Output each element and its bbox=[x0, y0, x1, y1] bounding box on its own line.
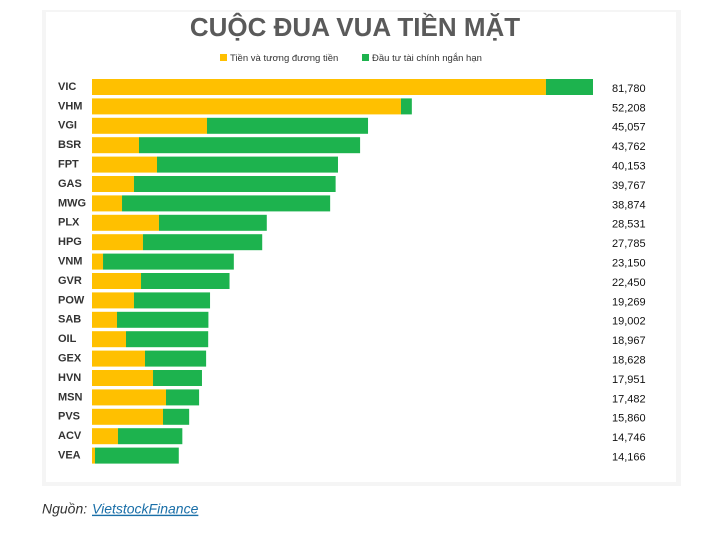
bar-segment bbox=[141, 273, 230, 289]
bar-segment bbox=[117, 428, 183, 445]
source-link[interactable]: VietstockFinance bbox=[92, 501, 199, 517]
bar-segment bbox=[92, 350, 145, 367]
total-label: 15,860 bbox=[612, 413, 646, 425]
category-label: PLX bbox=[58, 217, 80, 229]
bar-segment bbox=[92, 98, 401, 115]
category-label: MSN bbox=[58, 391, 83, 403]
category-label: HVN bbox=[58, 372, 81, 384]
category-label: GAS bbox=[58, 178, 82, 190]
bar-segment bbox=[92, 253, 104, 270]
category-label: POW bbox=[58, 294, 85, 306]
bar-segment bbox=[206, 117, 369, 134]
bar-segment bbox=[92, 292, 134, 309]
bar-segment bbox=[144, 350, 207, 367]
category-label: SAB bbox=[58, 314, 81, 326]
bar-segment bbox=[153, 370, 202, 386]
legend-swatch bbox=[220, 54, 227, 61]
category-label: ACV bbox=[58, 430, 82, 442]
bar-segment bbox=[158, 214, 267, 231]
total-label: 23,150 bbox=[612, 258, 646, 270]
legend-label: Đầu tư tài chính ngắn hạn bbox=[372, 53, 482, 64]
bar-segment bbox=[92, 389, 167, 406]
bar-segment bbox=[133, 176, 336, 192]
total-label: 22,450 bbox=[612, 277, 646, 289]
category-label: GEX bbox=[58, 353, 82, 365]
total-label: 39,767 bbox=[612, 180, 646, 192]
source-prefix: Nguồn: bbox=[42, 501, 87, 517]
total-label: 18,967 bbox=[612, 335, 646, 347]
bar-segment bbox=[156, 156, 338, 173]
total-label: 18,628 bbox=[612, 355, 646, 367]
bar-segment bbox=[92, 273, 142, 289]
category-label: VHM bbox=[58, 100, 82, 112]
category-label: HPG bbox=[58, 236, 82, 248]
bar-segment bbox=[545, 79, 593, 95]
category-label: VIC bbox=[58, 81, 76, 93]
bar-segment bbox=[95, 447, 179, 464]
total-label: 43,762 bbox=[612, 141, 646, 153]
category-label: OIL bbox=[58, 333, 77, 345]
bar-segment bbox=[92, 195, 123, 212]
category-label: MWG bbox=[58, 197, 86, 209]
bar-segment bbox=[126, 331, 209, 348]
bar-segment bbox=[92, 370, 154, 386]
category-label: VEA bbox=[58, 450, 81, 462]
total-label: 38,874 bbox=[612, 199, 646, 211]
bar-segment bbox=[92, 408, 164, 425]
total-label: 27,785 bbox=[612, 238, 646, 250]
bar-segment bbox=[122, 195, 331, 212]
total-label: 17,951 bbox=[612, 374, 646, 386]
category-label: PVS bbox=[58, 411, 80, 423]
total-label: 40,153 bbox=[612, 161, 646, 173]
total-label: 45,057 bbox=[612, 122, 646, 134]
total-label: 52,208 bbox=[612, 102, 646, 114]
category-label: VNM bbox=[58, 256, 82, 268]
bar-segment bbox=[138, 137, 361, 154]
bar-segment bbox=[92, 447, 96, 464]
legend-swatch bbox=[362, 54, 369, 61]
bar-segment bbox=[133, 292, 211, 309]
category-label: VGI bbox=[58, 120, 77, 132]
total-label: 14,746 bbox=[612, 432, 646, 444]
category-label: FPT bbox=[58, 159, 79, 171]
bar-segment bbox=[163, 408, 190, 425]
total-label: 28,531 bbox=[612, 219, 646, 231]
bar-segment bbox=[92, 79, 546, 95]
bar-segment bbox=[92, 176, 134, 192]
category-label: BSR bbox=[58, 139, 81, 151]
bar-segment bbox=[92, 428, 118, 445]
bar-segment bbox=[400, 98, 412, 115]
bar-segment bbox=[103, 253, 234, 270]
chart-title: CUỘC ĐUA VUA TIỀN MẶT bbox=[190, 12, 520, 42]
bar-segment bbox=[92, 234, 143, 251]
bar-segment bbox=[92, 331, 127, 348]
legend-label: Tiền và tương đương tiền bbox=[230, 53, 338, 64]
bar-segment bbox=[92, 117, 207, 134]
total-label: 19,269 bbox=[612, 296, 646, 308]
category-label: GVR bbox=[58, 275, 82, 287]
total-label: 14,166 bbox=[612, 452, 646, 464]
total-label: 81,780 bbox=[612, 83, 646, 95]
bar-segment bbox=[92, 311, 117, 328]
bar-segment bbox=[116, 311, 209, 328]
bar-segment bbox=[92, 156, 157, 173]
total-label: 17,482 bbox=[612, 393, 646, 405]
total-label: 19,002 bbox=[612, 316, 646, 328]
bar-segment bbox=[142, 234, 263, 251]
bar-segment bbox=[166, 389, 200, 406]
bar-segment bbox=[92, 214, 159, 231]
bar-segment bbox=[92, 137, 139, 154]
